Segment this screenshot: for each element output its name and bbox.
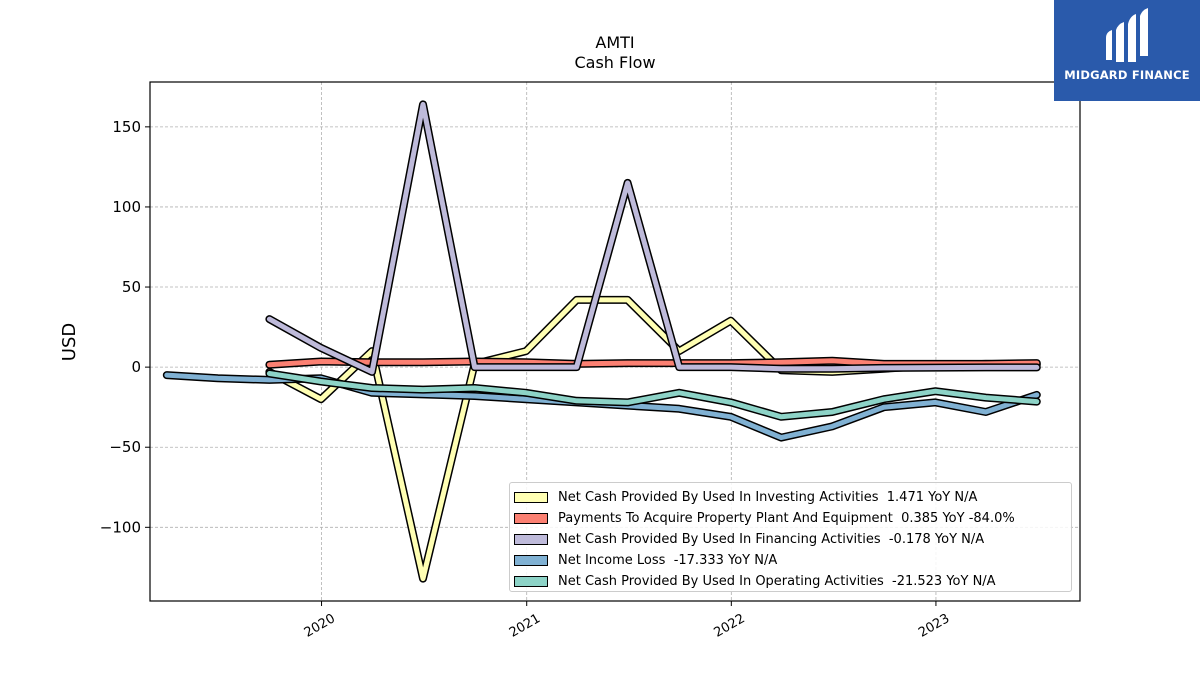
- legend-swatch-capex: [514, 513, 548, 524]
- series-lines: [162, 100, 1041, 583]
- legend-swatch-operating: [514, 576, 548, 587]
- legend-swatch-net-income: [514, 555, 548, 566]
- legend-swatch-financing: [514, 534, 548, 545]
- y-axis: −100 −50 0 50 100 150: [100, 118, 150, 536]
- series-line-net-cash-provided-by-used-in-financing-activities-outline: [265, 100, 1041, 376]
- legend-label-capex: Payments To Acquire Property Plant And E…: [558, 511, 1015, 526]
- legend-item-investing: Net Cash Provided By Used In Investing A…: [512, 487, 1071, 508]
- legend-item-operating: Net Cash Provided By Used In Operating A…: [512, 571, 1071, 592]
- series-line-net-cash-provided-by-used-in-financing-activities: [266, 101, 1040, 375]
- x-tick-label: 2022: [711, 611, 747, 641]
- y-tick-label: 150: [112, 118, 141, 136]
- legend-label-net-income: Net Income Loss -17.333 YoY N/A: [558, 553, 778, 568]
- series-line-net-cash-provided-by-used-in-operating-activities: [266, 371, 1040, 420]
- y-tick-label: 50: [122, 278, 141, 296]
- y-tick-label: 0: [131, 358, 141, 376]
- y-tick-label: −50: [109, 438, 141, 456]
- legend-item-net-income: Net Income Loss -17.333 YoY N/A: [512, 550, 1071, 571]
- x-tick-label: 2021: [507, 611, 543, 641]
- chart-title: AMTI: [595, 33, 634, 52]
- x-tick-label: 2020: [302, 611, 338, 641]
- legend-label-financing: Net Cash Provided By Used In Financing A…: [558, 532, 985, 547]
- chart-legend: Net Cash Provided By Used In Investing A…: [509, 482, 1072, 592]
- midgard-finance-logo: MIDGARD FINANCE: [1054, 0, 1200, 101]
- logo-mark-icon: [1106, 8, 1148, 62]
- legend-label-investing: Net Cash Provided By Used In Investing A…: [558, 490, 978, 505]
- y-tick-label: −100: [100, 518, 141, 536]
- y-axis-label: USD: [59, 323, 80, 361]
- legend-item-capex: Payments To Acquire Property Plant And E…: [512, 508, 1071, 529]
- legend-label-operating: Net Cash Provided By Used In Operating A…: [558, 574, 996, 589]
- logo-text: MIDGARD FINANCE: [1064, 68, 1190, 82]
- x-axis: 2020 2021 2022 2023: [302, 601, 952, 641]
- legend-item-financing: Net Cash Provided By Used In Financing A…: [512, 529, 1071, 550]
- x-tick-label: 2023: [916, 611, 952, 641]
- plot-area-frame: [149, 81, 1081, 602]
- legend-swatch-investing: [514, 492, 548, 503]
- chart-subtitle: Cash Flow: [574, 53, 655, 72]
- y-tick-label: 100: [112, 198, 141, 216]
